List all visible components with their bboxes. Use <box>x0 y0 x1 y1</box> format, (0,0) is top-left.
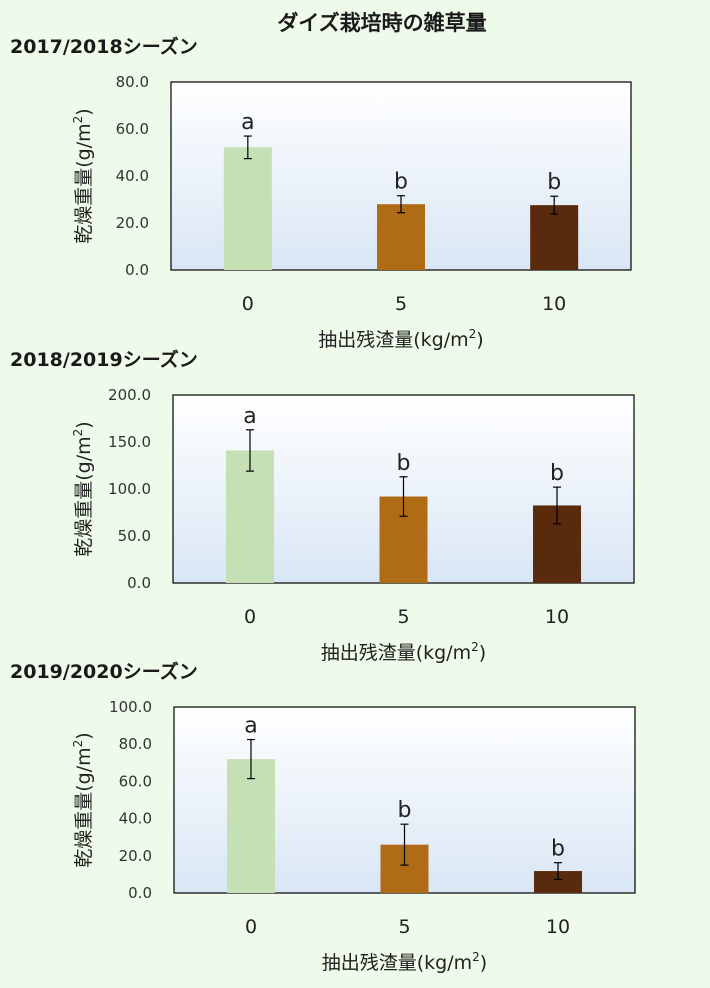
error-bar <box>554 862 563 881</box>
chart-panels: 2017/2018シーズン0.020.040.060.080.0a0b5b10抽… <box>10 35 636 974</box>
significance-label: b <box>550 461 564 486</box>
y-tick-label: 60.0 <box>119 772 152 790</box>
x-axis-label: 抽出残渣量(kg/m2) <box>322 950 487 974</box>
y-tick-label: 0.0 <box>125 261 149 279</box>
chart-panel: 2017/2018シーズン 0.0 20.0 40.0 60.0 80.0 a 0 b 5 b 10 抽… <box>10 35 632 351</box>
y-tick-label: 0.0 <box>128 884 152 902</box>
significance-label: a <box>244 714 257 739</box>
y-axis-label: 乾燥重量(g/m2) <box>71 421 95 556</box>
x-axis-label-end: ) <box>479 642 486 664</box>
y-tick-label: 200.0 <box>108 386 151 404</box>
error-bar <box>246 738 255 780</box>
y-tick-label: 80.0 <box>116 73 149 91</box>
bar <box>225 450 274 583</box>
y-tick-label: 60.0 <box>116 120 149 138</box>
y-axis-label: 乾燥重量(g/m2) <box>71 732 95 867</box>
y-tick-label: 40.0 <box>119 810 152 828</box>
y-axis-label-superscript: 2 <box>71 116 85 124</box>
y-tick-label: 20.0 <box>116 214 149 232</box>
x-tick-label: 10 <box>545 606 569 628</box>
x-tick-label: 5 <box>395 293 407 315</box>
x-tick-label: 0 <box>245 916 257 938</box>
x-axis-label-text: 抽出残渣量(kg/m <box>318 329 468 351</box>
x-axis-label-superscript: 2 <box>471 640 479 654</box>
x-tick-label: 0 <box>242 293 254 315</box>
bar <box>530 205 579 270</box>
y-tick-label: 150.0 <box>108 433 151 451</box>
error-bar <box>245 429 254 472</box>
significance-label: b <box>394 170 408 195</box>
x-tick-label: 5 <box>398 916 410 938</box>
x-axis-label-superscript: 2 <box>469 327 477 341</box>
y-axis-label-end: ) <box>73 108 95 115</box>
bar <box>226 759 275 893</box>
chart-title: 2017/2018シーズン <box>10 35 198 58</box>
chart-panel: 2018/2019シーズン 0.0 50.0 100.0 150.0 200.0 a 0 b 5 b… <box>10 348 635 664</box>
chart-title: 2018/2019シーズン <box>10 348 198 371</box>
y-axis-label: 乾燥重量(g/m2) <box>71 108 95 243</box>
error-bar <box>399 476 408 517</box>
significance-label: b <box>547 170 561 195</box>
x-axis-label: 抽出残渣量(kg/m2) <box>318 327 483 351</box>
significance-label: b <box>551 837 565 862</box>
y-axis-label-end: ) <box>73 732 95 739</box>
significance-label: a <box>241 110 254 135</box>
x-axis-label-superscript: 2 <box>472 950 480 964</box>
y-tick-label: 0.0 <box>127 574 151 592</box>
y-tick-label: 80.0 <box>119 735 152 753</box>
x-tick-label: 10 <box>542 293 566 315</box>
error-bar <box>400 823 409 866</box>
y-tick-label: 20.0 <box>119 847 152 865</box>
error-bar <box>397 195 405 214</box>
x-tick-label: 10 <box>546 916 570 938</box>
y-axis-label-superscript: 2 <box>71 740 85 748</box>
x-axis-label-text: 抽出残渣量(kg/m <box>321 642 471 664</box>
x-axis-label-text: 抽出残渣量(kg/m <box>322 952 472 974</box>
error-bar <box>553 486 562 525</box>
bar <box>377 204 425 270</box>
y-tick-label: 100.0 <box>108 480 151 498</box>
significance-label: b <box>398 798 412 823</box>
x-tick-label: 0 <box>244 606 256 628</box>
x-tick-label: 5 <box>397 606 409 628</box>
chart-title: 2019/2020シーズン <box>10 660 198 683</box>
x-axis-label: 抽出残渣量(kg/m2) <box>321 640 486 664</box>
significance-label: a <box>243 404 256 429</box>
y-axis-label-text: 乾燥重量(g/m <box>73 436 95 556</box>
y-axis-label-text: 乾燥重量(g/m <box>73 747 95 867</box>
y-tick-label: 40.0 <box>116 167 149 185</box>
y-axis-label-superscript: 2 <box>71 429 85 437</box>
page-title: ダイズ栽培時の雑草量 <box>277 11 486 35</box>
y-tick-label: 50.0 <box>118 527 151 545</box>
bar <box>534 871 583 893</box>
y-tick-label: 100.0 <box>109 698 152 716</box>
x-axis-label-end: ) <box>480 952 487 974</box>
error-bar <box>243 135 252 160</box>
chart-panel: 2019/2020シーズン 0.0 20.0 40.0 60.0 80.0 100.0 a 0 b… <box>10 660 636 974</box>
bar <box>223 147 272 270</box>
x-axis-label-end: ) <box>476 329 483 351</box>
y-axis-label-text: 乾燥重量(g/m <box>73 123 95 243</box>
error-bar <box>550 195 559 215</box>
significance-label: b <box>397 451 411 476</box>
y-axis-label-end: ) <box>73 421 95 428</box>
